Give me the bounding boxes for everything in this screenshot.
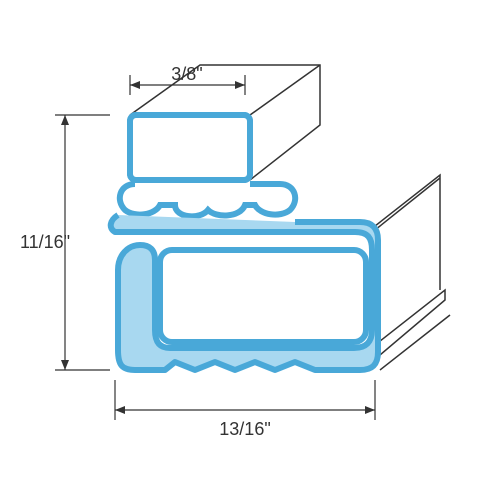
dimension-bottom: 13/16" bbox=[115, 380, 375, 439]
gasket-profile-diagram: 3/8" 11/16" 13/16" bbox=[0, 0, 500, 500]
dimension-top: 3/8" bbox=[130, 64, 245, 95]
dimension-left: 11/16" bbox=[20, 115, 110, 370]
dim-label-bottom: 13/16" bbox=[219, 419, 270, 439]
dim-label-left: 11/16" bbox=[20, 232, 70, 252]
gasket-profile bbox=[111, 115, 378, 370]
